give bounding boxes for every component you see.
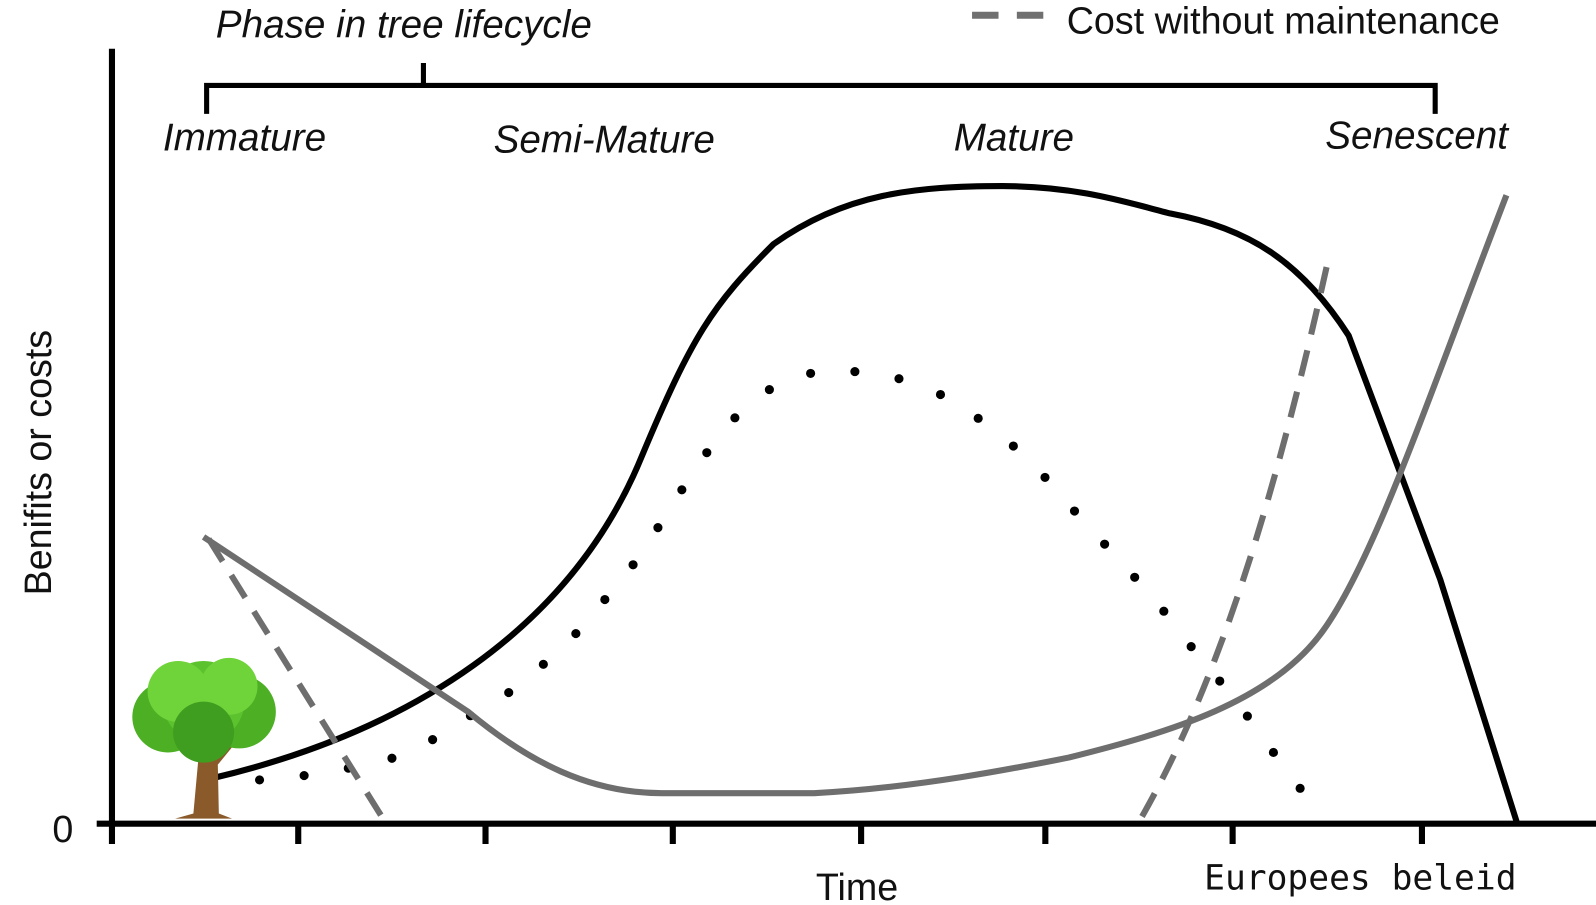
x-axis-label: Time [816, 866, 898, 905]
phase-title: Phase in tree lifecycle [216, 4, 592, 47]
phase-label: Immature [163, 117, 326, 160]
origin-label: 0 [52, 808, 73, 850]
legend-label: Cost without maintenance [1067, 0, 1500, 42]
diagram: Phase in tree lifecycle Cost without mai… [0, 0, 1596, 905]
phase-label: Senescent [1325, 114, 1510, 157]
tree-icon [132, 658, 276, 819]
dotted-curve [260, 370, 1316, 810]
phase-label: Mature [954, 117, 1074, 160]
phase-bracket [207, 63, 1436, 114]
footer-note: Europees beleid [1204, 859, 1516, 899]
y-axis-label: Benifits or costs [17, 330, 59, 595]
cost-no-maintenance-right [1142, 259, 1328, 816]
phase-label: Semi-Mature [494, 119, 715, 162]
